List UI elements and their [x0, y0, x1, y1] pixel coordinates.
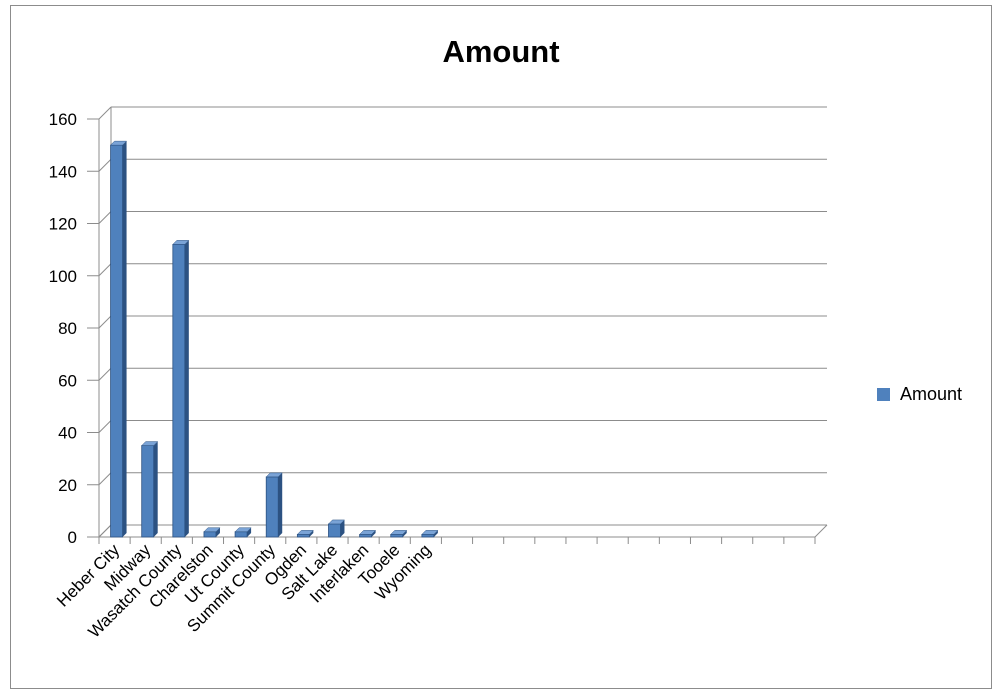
- bar-midway: [141, 445, 155, 538]
- bar-side: [309, 530, 314, 537]
- bar-side: [247, 527, 252, 537]
- bar-top: [234, 527, 252, 533]
- gridline-diagonal: [98, 211, 112, 224]
- bar-top: [296, 530, 314, 535]
- bar-top: [203, 527, 221, 533]
- bar-wyoming: [421, 533, 435, 538]
- gridline-diagonal: [98, 158, 112, 172]
- bar-top: [265, 472, 283, 478]
- bar-side: [402, 530, 407, 537]
- gridline-diagonal: [98, 367, 112, 381]
- bar-salt-lake: [328, 523, 341, 538]
- bar-ogden: [296, 533, 310, 538]
- gridline-diagonal: [98, 106, 112, 120]
- axis-floor-right-edge: [814, 524, 828, 538]
- bar-side: [340, 519, 345, 537]
- gridline-diagonal: [98, 420, 112, 433]
- bar-side: [153, 441, 158, 537]
- bar-charelston: [203, 531, 217, 538]
- bar-side: [278, 472, 283, 537]
- gridline-diagonal: [98, 472, 112, 486]
- gridline-diagonal: [98, 524, 112, 538]
- bar-side: [122, 141, 127, 537]
- bar-top: [141, 441, 159, 446]
- y-tick-label: 120: [49, 215, 77, 234]
- y-tick-label: 20: [58, 476, 77, 495]
- y-tick-label: 100: [49, 267, 77, 286]
- bar-ut-county: [234, 531, 248, 538]
- chart-title: Amount: [442, 34, 560, 69]
- chart-frame: Amount 0 20 40 60 80 100 120 140 160 Heber City Mi…: [10, 5, 992, 689]
- gridline-diagonal: [98, 315, 112, 329]
- bar-side: [371, 530, 376, 537]
- y-tick-label: 80: [58, 319, 77, 338]
- bar-interlaken: [359, 533, 373, 538]
- gridline-diagonal: [98, 263, 112, 277]
- bar-top: [390, 530, 408, 535]
- legend-label-amount: Amount: [900, 384, 963, 404]
- bar-top: [109, 140, 128, 146]
- legend-swatch-amount: [877, 388, 890, 401]
- bar-side: [184, 240, 189, 537]
- bar-wasatch-county: [172, 243, 186, 538]
- bar-top: [359, 530, 377, 535]
- bar-top: [327, 519, 346, 525]
- bar-side: [433, 530, 438, 537]
- bar-top: [172, 240, 190, 245]
- y-tick-label: 0: [68, 528, 77, 547]
- bar-summit-county: [265, 476, 279, 538]
- y-tick-label: 60: [58, 371, 77, 390]
- bar-top: [421, 530, 439, 535]
- y-tick-label: 140: [49, 162, 77, 181]
- y-tick-label: 40: [58, 424, 77, 443]
- bar-side: [215, 527, 220, 537]
- y-tick-label: 160: [49, 110, 77, 129]
- bar-heber-city: [110, 144, 123, 538]
- legend: Amount: [877, 384, 962, 405]
- bar-tooele: [390, 533, 404, 538]
